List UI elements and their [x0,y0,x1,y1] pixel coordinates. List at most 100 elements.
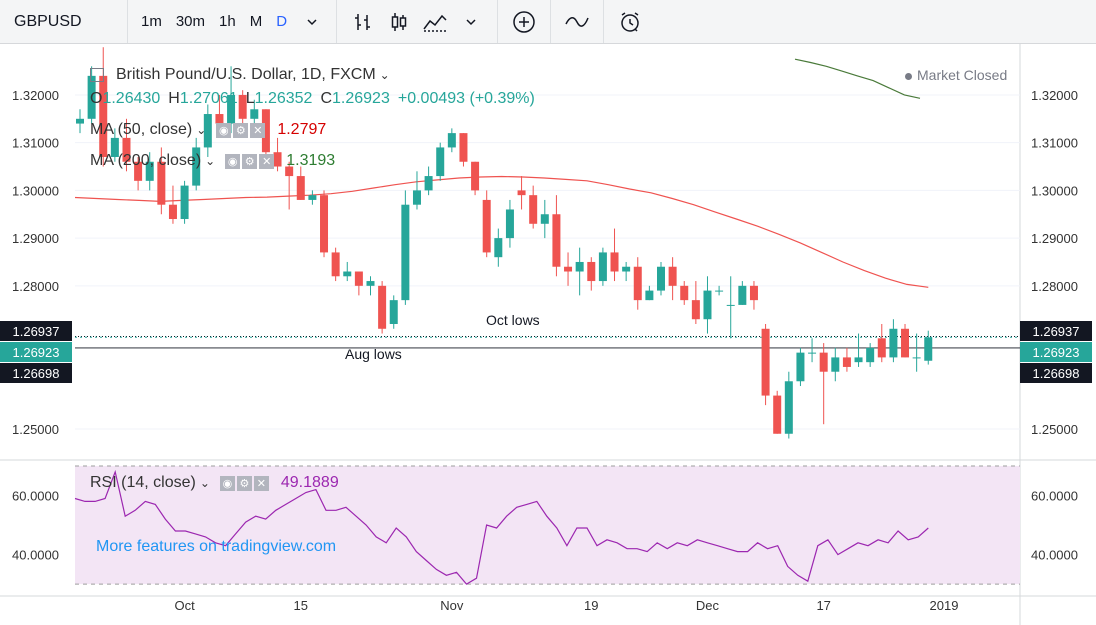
oct-lows-annotation[interactable]: Oct lows [486,312,540,328]
chevron-down-icon[interactable]: ⌄ [205,154,216,168]
candle-body [749,285,758,301]
candle-body [517,190,526,196]
watermark-link[interactable]: More features on tradingview.com [96,538,337,555]
candle-body [87,75,96,119]
close-icon[interactable]: ✕ [253,475,269,491]
candle-body [842,357,851,367]
compare-icon[interactable] [563,8,591,36]
eye-icon[interactable]: ◉ [219,475,235,491]
ma50-line [74,175,929,288]
close-value: 1.26923 [332,90,390,107]
candle-body [715,290,724,292]
candle-body [459,133,468,162]
chevron-down-icon[interactable]: ⌄ [379,68,390,82]
candle-body [889,328,898,358]
candle-style-icon[interactable] [385,8,413,36]
bar-style-icon[interactable] [349,8,377,36]
candle-body [784,381,793,434]
gear-icon[interactable]: ⚙ [236,475,252,491]
candle-body [633,266,642,301]
candle-body [285,166,294,177]
symbol-search[interactable]: GBPUSD [0,0,128,43]
market-status: Market Closed [905,67,1007,83]
rsi-tick-left-1: 40.0000 [12,548,59,563]
chevron-down-icon[interactable]: ⌄ [199,476,210,490]
close-icon[interactable]: ✕ [250,122,266,138]
candle-body [378,285,387,329]
candle-body [552,214,561,267]
high-label: H [168,90,180,107]
price-tick-right-5: 1.25000 [1031,422,1078,437]
candle-body [227,94,236,124]
candle-body [831,357,840,372]
aug-lows-annotation[interactable]: Aug lows [345,346,402,362]
candle-body [180,185,189,220]
candle-body [866,347,875,363]
candle-body [657,266,665,291]
rsi-value: 49.1889 [280,474,339,491]
interval-d-button[interactable]: D [276,13,288,30]
price-tick-right-4: 1.28000 [1031,279,1078,294]
candle-body [343,271,352,277]
oct-lows-price-tag: 1.26937 [1020,321,1092,341]
low-value: 1.26352 [254,90,313,107]
chart-style-group [337,0,499,43]
symbol-legend: British Pound/U.S. Dollar, 1D, FXCM ⌄ [90,66,390,84]
candle-body [412,190,421,205]
candle-body [168,204,177,220]
eye-icon[interactable]: ◉ [225,153,241,169]
indicators-icon[interactable] [510,8,538,36]
candle-body [76,118,84,124]
candle-body [238,94,247,119]
ma200-value: 1.3193 [286,152,336,169]
candle-body [540,214,549,224]
chevron-down-icon[interactable] [298,8,326,36]
ma50-legend[interactable]: MA (50, close) ⌄ ◉ ⚙ ✕ 1.2797 [90,121,326,139]
candle-body [691,300,700,320]
candle-body [622,266,631,272]
rsi-legend[interactable]: RSI (14, close) ⌄ ◉ ⚙ ✕ 49.1889 [90,474,339,492]
candle-body [645,290,654,301]
candle-body [494,238,503,258]
gear-icon[interactable]: ⚙ [233,122,249,138]
time-tick-1: 15 [294,598,308,613]
interval-30m-button[interactable]: 30m [175,13,206,30]
time-tick-6: 2019 [930,598,959,613]
interval-m-button[interactable]: M [249,13,263,30]
interval-1h-button[interactable]: 1h [219,13,236,30]
candle-body [924,337,933,361]
alert-icon[interactable] [616,8,644,36]
interval-1m-button[interactable]: 1m [141,13,162,30]
legend-collapse-icon[interactable] [90,68,104,82]
chevron-down-icon[interactable]: ⌄ [196,123,207,137]
interval-group: 1m 30m 1h M D [128,0,338,43]
gear-icon[interactable]: ⚙ [242,153,258,169]
ma50-value: 1.2797 [277,121,327,138]
chart-type-icon[interactable] [421,8,449,36]
price-tick-left-2: 1.30000 [12,183,59,198]
oct-lows-left-tag: 1.26937 [0,321,72,341]
price-tick-right-0: 1.32000 [1031,88,1078,103]
status-dot [905,72,912,80]
price-tick-right-2: 1.30000 [1031,183,1078,198]
ma200-legend[interactable]: MA (200, close) ⌄ ◉ ⚙ ✕ 1.3193 [90,152,335,170]
close-icon[interactable]: ✕ [259,153,275,169]
candle-body [401,204,410,301]
candle-body [564,266,573,272]
candle-body [587,261,596,282]
candle-body [471,161,480,191]
candle-body [505,209,514,239]
candle-body [250,109,259,119]
eye-icon[interactable]: ◉ [216,122,232,138]
market-status-label: Market Closed [917,67,1008,83]
time-tick-3: 19 [584,598,598,613]
rsi-label: RSI (14, close) [90,474,196,491]
chevron-down-icon[interactable] [457,8,485,36]
candle-body [203,114,212,148]
candle-body [273,152,282,167]
price-tick-left-4: 1.28000 [12,279,59,294]
alert-group [604,0,656,43]
candle-body [215,114,224,124]
candle-body [680,285,689,301]
candle-body [389,300,398,324]
